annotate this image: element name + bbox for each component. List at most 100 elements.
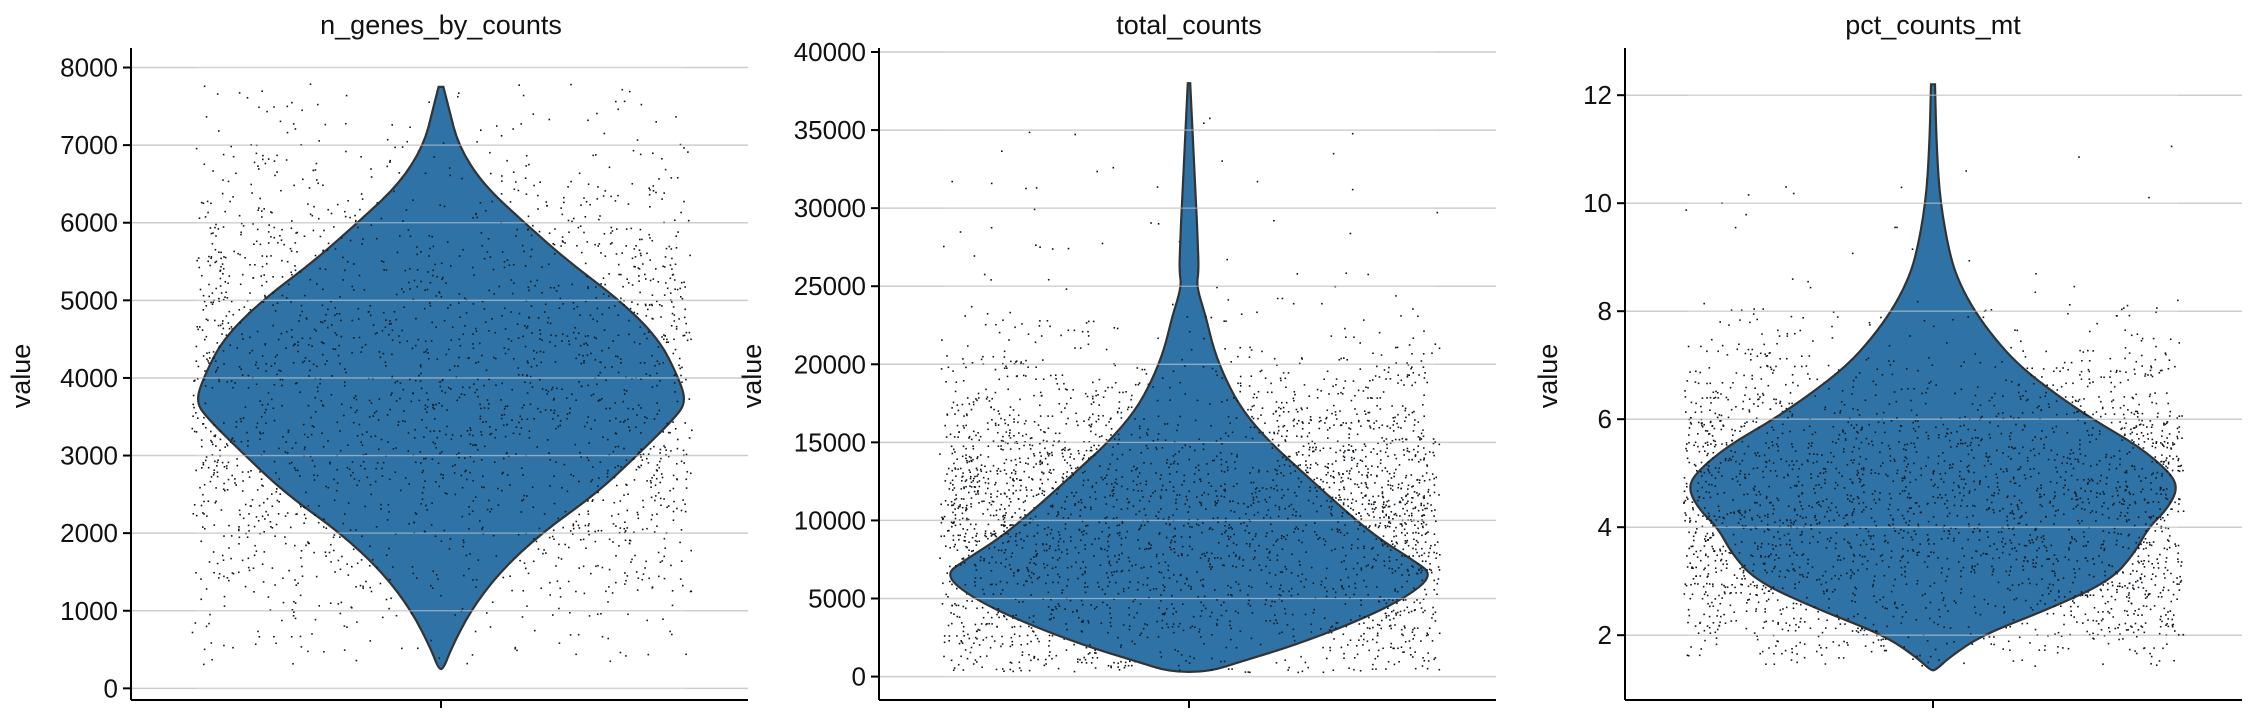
data-point xyxy=(1333,638,1335,640)
data-point xyxy=(1361,460,1364,462)
data-point xyxy=(987,445,990,447)
data-point xyxy=(609,420,611,422)
data-point xyxy=(1332,470,1335,473)
data-point xyxy=(301,575,304,577)
data-point xyxy=(1367,471,1369,474)
data-point xyxy=(1374,482,1376,484)
data-point xyxy=(594,358,597,361)
data-point xyxy=(332,348,335,350)
data-point xyxy=(223,535,225,537)
data-point xyxy=(511,589,513,592)
data-point xyxy=(978,502,980,504)
data-point xyxy=(215,287,217,290)
data-point xyxy=(483,407,486,409)
data-point xyxy=(617,465,619,467)
data-point xyxy=(501,472,503,475)
data-point xyxy=(290,526,292,529)
data-point xyxy=(376,566,379,569)
data-point xyxy=(253,243,255,245)
data-point xyxy=(342,256,344,259)
data-point xyxy=(254,544,256,547)
data-point xyxy=(406,140,408,143)
data-point xyxy=(510,279,513,281)
data-point xyxy=(633,479,636,481)
data-point xyxy=(685,653,687,656)
data-point xyxy=(590,352,592,355)
data-point xyxy=(290,329,293,331)
data-point xyxy=(575,337,577,340)
data-point xyxy=(1203,122,1205,124)
data-point xyxy=(974,636,977,639)
data-point xyxy=(529,382,532,384)
data-point xyxy=(559,596,562,598)
data-point xyxy=(202,512,204,514)
data-point xyxy=(522,335,524,338)
data-point xyxy=(624,583,626,585)
data-point xyxy=(1026,634,1029,637)
data-point xyxy=(450,265,452,267)
data-point xyxy=(517,374,520,376)
data-point xyxy=(239,513,241,516)
data-point xyxy=(330,212,333,215)
data-point xyxy=(515,181,517,183)
data-point xyxy=(226,489,229,491)
data-point xyxy=(339,612,342,615)
data-point xyxy=(610,232,612,234)
data-point xyxy=(374,480,377,483)
data-point xyxy=(359,584,362,587)
data-point xyxy=(303,522,305,524)
data-point xyxy=(666,422,668,425)
data-point xyxy=(407,229,410,231)
data-point xyxy=(658,409,661,412)
data-point xyxy=(1282,406,1285,409)
data-point xyxy=(291,273,293,276)
data-point xyxy=(1434,509,1436,511)
data-point xyxy=(561,240,564,242)
data-point xyxy=(378,351,381,353)
data-point xyxy=(341,555,343,558)
data-point xyxy=(681,297,684,300)
data-point xyxy=(1300,357,1303,359)
data-point xyxy=(1280,407,1282,410)
data-point xyxy=(401,146,404,148)
data-point xyxy=(291,101,293,104)
data-point xyxy=(1006,367,1008,369)
data-point xyxy=(539,329,541,331)
data-point xyxy=(545,552,547,554)
data-point xyxy=(549,341,551,343)
data-point xyxy=(952,489,954,491)
data-point xyxy=(438,291,440,293)
data-point xyxy=(432,406,434,409)
data-point xyxy=(440,451,443,453)
data-point xyxy=(663,294,666,296)
data-point xyxy=(382,461,385,464)
data-point xyxy=(1019,461,1022,463)
data-point xyxy=(1074,347,1076,349)
data-point xyxy=(1408,413,1410,416)
data-point xyxy=(474,443,476,446)
data-point xyxy=(521,499,523,502)
data-point xyxy=(1356,433,1359,436)
data-point xyxy=(1358,639,1360,641)
data-point xyxy=(563,463,566,466)
data-point xyxy=(661,476,664,479)
data-point xyxy=(947,596,949,598)
data-point xyxy=(661,336,663,338)
data-point xyxy=(399,341,401,344)
data-point xyxy=(222,327,225,330)
data-point xyxy=(670,177,673,179)
data-point xyxy=(353,337,355,339)
data-point xyxy=(518,433,521,435)
data-point xyxy=(225,465,228,467)
data-point xyxy=(629,307,632,310)
data-point xyxy=(358,423,361,426)
data-point xyxy=(242,225,245,227)
data-point xyxy=(464,457,466,459)
data-point xyxy=(491,318,493,320)
data-point xyxy=(307,542,310,545)
data-point xyxy=(393,190,395,193)
data-point xyxy=(955,604,958,607)
data-point xyxy=(631,257,634,260)
data-point xyxy=(518,421,520,424)
data-point xyxy=(223,422,225,424)
